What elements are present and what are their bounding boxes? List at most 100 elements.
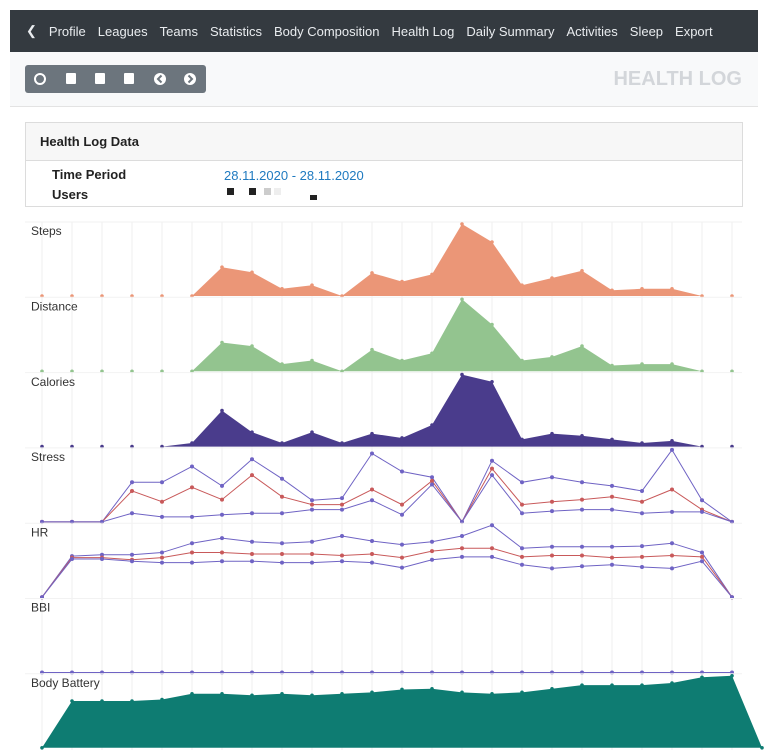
next-button[interactable] — [184, 73, 196, 85]
point — [220, 408, 224, 413]
toolbar-icons — [34, 73, 196, 85]
point — [430, 351, 434, 356]
nav-item[interactable]: Body Composition — [273, 23, 380, 39]
point — [370, 451, 374, 456]
point — [580, 507, 584, 512]
point — [640, 683, 644, 687]
toolbar-area: HEALTH LOG — [10, 52, 758, 107]
point — [400, 502, 404, 507]
page-title: HEALTH LOG — [613, 68, 742, 90]
point — [490, 523, 494, 528]
point — [370, 271, 374, 275]
nav-item[interactable]: Activities — [566, 23, 618, 39]
nav-item[interactable]: Daily Summary — [466, 23, 555, 39]
nav-item[interactable]: Profile — [48, 23, 86, 39]
nav-item[interactable]: Teams — [159, 23, 198, 39]
point — [640, 488, 644, 493]
nav-bar: ❮ Profile Leagues Teams Statistics Body … — [10, 10, 758, 52]
point — [640, 287, 644, 291]
nav-item[interactable]: Sleep — [629, 23, 664, 39]
line — [41, 547, 733, 598]
point — [310, 539, 314, 544]
point — [310, 430, 314, 435]
point — [340, 534, 344, 538]
point — [550, 544, 554, 549]
point — [370, 560, 374, 565]
point — [340, 502, 344, 507]
point — [220, 692, 224, 696]
point — [250, 270, 254, 275]
point — [220, 559, 224, 564]
point — [580, 564, 584, 569]
point — [280, 692, 284, 696]
point — [550, 509, 554, 514]
point — [190, 485, 194, 490]
point — [190, 441, 194, 445]
point — [520, 480, 524, 485]
point — [430, 686, 434, 691]
point — [130, 559, 134, 564]
line — [42, 448, 733, 523]
point — [310, 560, 314, 565]
point — [250, 344, 254, 348]
week-button[interactable] — [95, 73, 105, 84]
point — [550, 276, 554, 280]
point — [280, 511, 284, 516]
point — [70, 557, 74, 562]
point — [610, 437, 614, 442]
point — [640, 511, 644, 516]
time-period-value[interactable]: 28.11.2020 - 28.11.2020 — [224, 168, 364, 183]
card-title: Health Log Data — [26, 123, 742, 161]
month-button[interactable] — [124, 73, 134, 84]
nav-item[interactable]: Leagues — [97, 23, 148, 39]
point — [40, 746, 44, 750]
point — [580, 344, 584, 348]
point — [250, 511, 254, 516]
point — [220, 265, 224, 270]
nav-item[interactable]: Statistics — [209, 23, 262, 39]
point — [250, 539, 254, 544]
area — [42, 299, 732, 372]
point — [610, 288, 614, 293]
point — [640, 564, 644, 569]
point — [340, 441, 344, 445]
point — [520, 511, 524, 516]
point — [400, 687, 404, 692]
prev-button[interactable] — [154, 73, 166, 85]
point — [550, 499, 554, 504]
point — [280, 441, 284, 445]
point — [370, 690, 374, 695]
point — [160, 514, 164, 519]
point — [310, 502, 314, 507]
point — [460, 297, 464, 302]
point — [190, 541, 194, 546]
point — [310, 507, 314, 512]
point — [340, 553, 344, 558]
point — [640, 362, 644, 366]
nav-back[interactable]: ❮ — [26, 23, 37, 38]
line — [41, 556, 733, 598]
point — [370, 431, 374, 436]
point — [370, 498, 374, 503]
point — [610, 494, 614, 499]
line — [42, 474, 733, 523]
point — [400, 512, 404, 517]
point — [520, 437, 524, 442]
day-button[interactable] — [66, 73, 76, 84]
nav-item[interactable]: Export — [675, 23, 713, 39]
point — [460, 372, 464, 377]
point — [550, 355, 554, 359]
point — [400, 555, 404, 560]
point — [610, 544, 614, 549]
chart-title: Stress — [31, 450, 65, 464]
point — [760, 746, 764, 750]
point — [610, 562, 614, 567]
point — [370, 539, 374, 544]
nav-item[interactable]: Health Log — [391, 23, 455, 39]
area — [42, 374, 732, 447]
point — [430, 539, 434, 544]
refresh-button[interactable] — [34, 73, 46, 85]
point — [580, 553, 584, 558]
point — [460, 546, 464, 551]
